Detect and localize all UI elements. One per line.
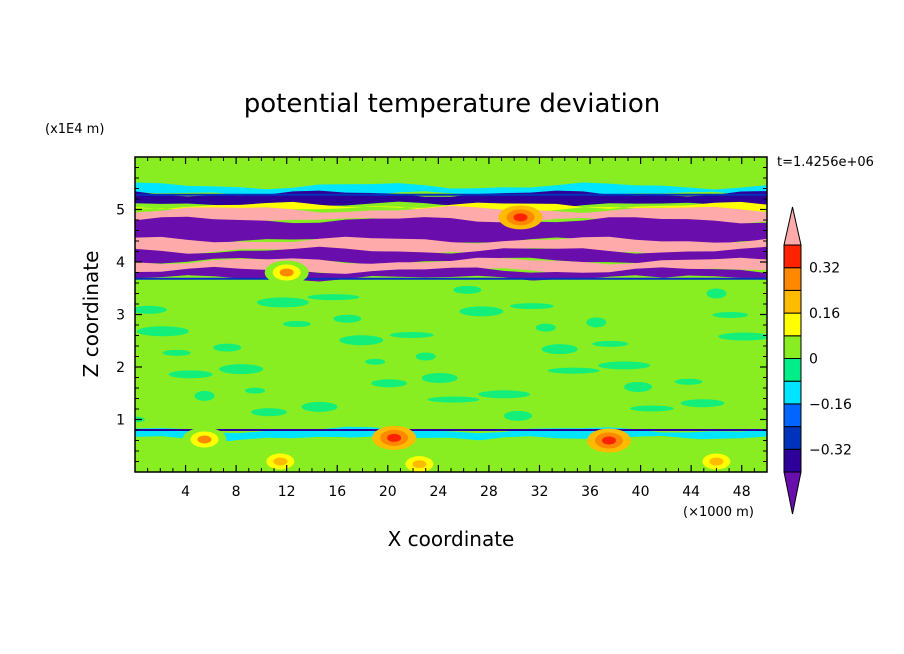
warm-blob-core: [412, 460, 427, 469]
layer-band-green-mid: [135, 275, 767, 431]
colorbar-label: 0.16: [809, 306, 840, 322]
layer-band-violet-1: [135, 216, 767, 245]
mid-patch: [624, 381, 653, 392]
mid-patch: [629, 405, 674, 412]
y-tick-label: 2: [116, 360, 125, 376]
colorbar-box: [783, 426, 802, 450]
mid-patch: [136, 326, 189, 337]
mid-patch: [503, 410, 532, 421]
layer-band-violet-2: [135, 246, 767, 265]
x-tick-label: 40: [632, 484, 650, 500]
layer-surface-green: [135, 436, 767, 472]
mid-patch: [339, 335, 384, 346]
mid-patch: [427, 396, 480, 403]
colorbar: 0.32 0.16 0 −0.16 −0.32: [783, 206, 852, 515]
chart-title: potential temperature deviation: [244, 89, 660, 119]
mid-patch: [706, 288, 727, 299]
mid-patch: [162, 349, 191, 356]
warm-blob-core: [513, 213, 528, 222]
mid-patch: [213, 343, 242, 352]
x-tick-label: 12: [278, 484, 296, 500]
mid-patch: [541, 344, 578, 355]
mid-patch: [712, 312, 749, 319]
x-axis-label: X coordinate: [388, 527, 515, 551]
warm-blob-core: [602, 436, 616, 445]
warm-blob-core: [279, 268, 294, 277]
mid-patch: [718, 332, 767, 341]
y-tick-label: 4: [116, 255, 125, 271]
colorbar-label: −0.16: [809, 397, 852, 413]
x-tick-label: 24: [429, 484, 447, 500]
mid-patch: [135, 305, 167, 314]
mid-patch: [333, 314, 362, 323]
mid-patch: [421, 373, 458, 384]
time-label: t=1.4256e+06: [777, 155, 874, 170]
mid-patch: [219, 364, 264, 375]
y-tick-label: 1: [116, 413, 125, 429]
mid-patch: [459, 306, 504, 317]
layer-upper-green: [135, 157, 767, 190]
x-tick-label: 8: [232, 484, 241, 500]
plot-area: [135, 157, 767, 472]
mid-patch: [301, 401, 338, 412]
warm-blob-core: [197, 435, 212, 444]
x-tick-label: 36: [581, 484, 599, 500]
warm-blob-core: [709, 457, 724, 466]
mid-patch: [256, 297, 309, 308]
x-tick-label: 20: [379, 484, 397, 500]
colorbar-box: [783, 380, 802, 405]
y-axis-label: Z coordinate: [79, 251, 103, 378]
x-tick-label: 44: [682, 484, 700, 500]
mid-patch: [680, 399, 725, 408]
warm-blob-core: [387, 433, 402, 442]
mid-patch: [535, 323, 556, 332]
colorbar-box: [783, 448, 802, 473]
mid-patch: [478, 390, 531, 399]
colorbar-box: [783, 267, 802, 291]
x-tick-label: 48: [733, 484, 751, 500]
colorbar-box: [783, 289, 802, 314]
layer-band-pink-1: [135, 205, 767, 225]
x-axis: 4 8 12 16 20 24 28 32 36 40 44 48: [147, 157, 755, 500]
warm-blob-core: [273, 457, 288, 466]
mid-patch: [389, 331, 434, 338]
colorbar-top-triangle: [783, 206, 802, 246]
colorbar-box: [783, 335, 802, 359]
mid-patch: [365, 358, 386, 365]
colorbar-label: 0: [809, 352, 818, 368]
colorbar-box: [783, 358, 802, 382]
colorbar-label: −0.32: [809, 442, 852, 458]
y-unit-label: (x1E4 m): [45, 122, 104, 137]
mid-patch: [598, 361, 651, 370]
y-tick-label: 3: [116, 308, 125, 324]
mid-patch: [282, 320, 311, 327]
x-tick-label: 16: [328, 484, 346, 500]
mid-patch: [547, 367, 600, 374]
colorbar-label: 0.32: [809, 261, 840, 277]
mid-patch: [250, 408, 287, 417]
mid-patch: [415, 352, 436, 361]
mid-patch: [245, 387, 266, 394]
mid-patch: [194, 390, 215, 401]
x-tick-label: 28: [480, 484, 498, 500]
mid-patch: [586, 317, 607, 328]
y-tick-label: 5: [116, 203, 125, 219]
mid-patch: [674, 378, 703, 385]
mid-patch: [168, 370, 213, 379]
colorbar-bottom-triangle: [783, 471, 802, 515]
y-axis: 1 2 3 4 5: [116, 167, 767, 462]
x-tick-label: 4: [181, 484, 190, 500]
colorbar-box: [783, 312, 802, 337]
mid-patch: [307, 294, 360, 301]
mid-patch: [371, 379, 408, 388]
layer-band-pink-2: [135, 236, 767, 255]
colorbar-box: [783, 403, 802, 428]
mid-patch: [592, 340, 629, 347]
mid-patch: [509, 303, 554, 310]
x-tick-label: 32: [531, 484, 549, 500]
x-unit-label: (×1000 m): [683, 505, 754, 520]
mid-patch: [453, 285, 482, 294]
colorbar-box: [783, 244, 802, 269]
